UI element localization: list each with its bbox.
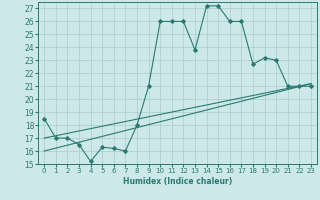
- X-axis label: Humidex (Indice chaleur): Humidex (Indice chaleur): [123, 177, 232, 186]
